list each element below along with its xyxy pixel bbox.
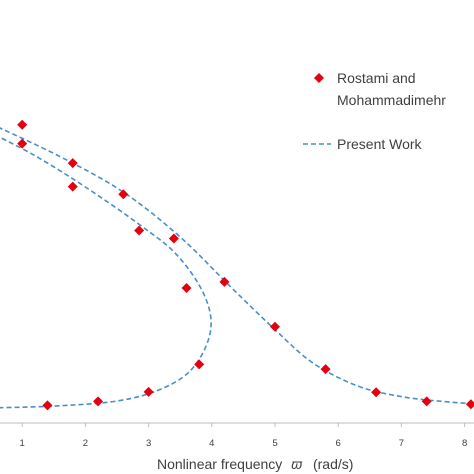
x-tick-label: 8 [462, 438, 467, 449]
data-point [194, 359, 205, 370]
data-point [118, 189, 129, 200]
x-tick-label: 1 [20, 438, 25, 449]
x-tick-label: 3 [146, 438, 151, 449]
x-axis-unit: (rad/s) [313, 456, 353, 472]
data-point [67, 181, 78, 192]
data-point [219, 276, 230, 287]
data-point [17, 138, 28, 149]
x-tick-label: 2 [83, 438, 88, 449]
x-tick-label: 7 [399, 438, 404, 449]
legend-diamond-marker [314, 73, 324, 83]
data-point [143, 386, 154, 397]
data-point [181, 283, 192, 294]
x-axis-title: Nonlinear frequency ϖ (rad/s) [157, 456, 353, 472]
data-point [320, 364, 331, 375]
data-point [134, 225, 145, 236]
data-point [371, 387, 382, 398]
data-point [465, 399, 474, 410]
data-point [42, 400, 53, 411]
legend-label-present: Present Work [337, 136, 423, 152]
data-point [421, 396, 432, 407]
x-axis-title-text: Nonlinear frequency [157, 456, 282, 472]
data-point [270, 321, 280, 332]
legend-label-reference: Rostami and Mohammadimehr [337, 70, 446, 108]
x-tick-label: 4 [209, 438, 214, 449]
reference-markers [17, 119, 474, 411]
data-point [67, 158, 78, 169]
x-axis-symbol: ϖ [291, 456, 303, 472]
data-point [17, 119, 28, 130]
present-work-line-1 [0, 136, 212, 409]
legend: Rostami and Mohammadimehr Present Work [303, 70, 446, 152]
x-tick-labels: 1 2 3 4 5 6 7 8 [20, 438, 468, 449]
x-tick-label: 6 [336, 438, 341, 449]
present-work-curves [0, 127, 471, 409]
present-work-line-2 [0, 127, 471, 405]
x-tick-label: 5 [272, 438, 277, 449]
legend-label-line-2: Mohammadimehr [337, 92, 446, 108]
x-tick-marks [21, 423, 466, 427]
legend-label-line-1: Rostami and [337, 70, 416, 86]
data-point [168, 233, 179, 244]
data-point [93, 396, 104, 407]
